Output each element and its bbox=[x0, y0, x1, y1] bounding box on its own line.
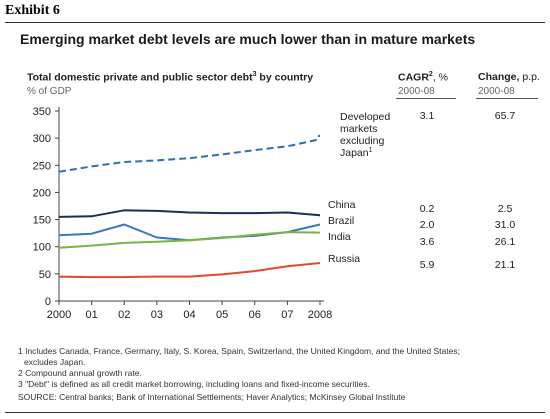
series-label-footnote-mark: 1 bbox=[369, 147, 373, 154]
y-tick-label: 350 bbox=[33, 106, 51, 118]
chart-title-footnote-mark: 3 bbox=[252, 71, 257, 78]
x-tick-label: 05 bbox=[216, 309, 228, 321]
top-rule bbox=[5, 22, 545, 23]
y-tick-label: 300 bbox=[33, 133, 51, 145]
chart-title: Total domestic private and public sector… bbox=[27, 71, 313, 84]
series-label-line: Developed bbox=[340, 111, 390, 123]
source-note: SOURCE: Central banks; Bank of Internati… bbox=[18, 392, 406, 402]
x-tick-label: 2000 bbox=[47, 309, 71, 321]
cagr-value: 0.2 bbox=[420, 203, 435, 215]
x-tick-label: 06 bbox=[249, 309, 261, 321]
cagr-header-rule bbox=[396, 98, 456, 99]
y-tick-label: 250 bbox=[33, 160, 51, 172]
series-label-brazil: Brazil bbox=[328, 215, 354, 227]
y-tick-label: 50 bbox=[39, 269, 51, 281]
footnote-1-cont: excludes Japan. bbox=[24, 357, 86, 367]
series-label-line: Japan1 bbox=[340, 147, 373, 159]
change-column-header: Change, p.p. bbox=[478, 71, 540, 83]
change-value: 2.5 bbox=[498, 203, 513, 215]
change-value: 65.7 bbox=[495, 110, 516, 122]
change-value: 26.1 bbox=[495, 236, 516, 248]
series-label-line: excluding bbox=[340, 135, 385, 147]
series-label-line: markets bbox=[340, 123, 377, 135]
cagr-footnote-mark: 2 bbox=[428, 71, 433, 78]
y-axis-unit: % of GDP bbox=[27, 86, 72, 97]
change-value: 31.0 bbox=[495, 219, 516, 231]
series-line-china bbox=[58, 209, 321, 218]
cagr-unit: , % bbox=[432, 71, 448, 84]
x-tick-label: 02 bbox=[118, 309, 130, 321]
cagr-value: 5.9 bbox=[420, 259, 435, 271]
label-pointer-dot bbox=[317, 134, 321, 138]
cagr-label: CAGR bbox=[398, 71, 429, 84]
y-tick-label: 200 bbox=[33, 187, 51, 199]
cagr-value: 2.0 bbox=[420, 219, 435, 231]
x-tick-label: 01 bbox=[86, 309, 98, 321]
series-line-developed-markets-excluding-japan bbox=[58, 138, 321, 173]
headline: Emerging market debt levels are much low… bbox=[20, 31, 476, 47]
x-tick-label: 03 bbox=[151, 309, 163, 321]
series-line-russia bbox=[58, 262, 321, 279]
y-tick-label: 150 bbox=[33, 215, 51, 227]
chart-title-suffix: by country bbox=[256, 71, 314, 84]
change-unit: p.p. bbox=[519, 71, 540, 83]
footnote-1: 1 Includes Canada, France, Germany, Ital… bbox=[18, 346, 460, 356]
y-tick-label: 100 bbox=[33, 242, 51, 254]
footnotes: 1 Includes Canada, France, Germany, Ital… bbox=[18, 346, 460, 403]
exhibit-label: Exhibit 6 bbox=[5, 3, 60, 18]
series-label-china: China bbox=[328, 199, 356, 211]
series-line-india bbox=[58, 231, 321, 249]
change-label: Change, bbox=[478, 71, 520, 83]
series-label-russia: Russia bbox=[328, 253, 360, 265]
cagr-period: 2000-08 bbox=[398, 86, 435, 97]
series-label-india: India bbox=[328, 231, 351, 243]
cagr-value: 3.6 bbox=[420, 236, 435, 248]
change-period: 2000-08 bbox=[478, 86, 515, 97]
cagr-column-header: CAGR2, % bbox=[398, 71, 448, 84]
chart-title-text: Total domestic private and public sector… bbox=[27, 71, 253, 84]
x-tick-label: 07 bbox=[281, 309, 293, 321]
footnote-3: 3 "Debt" is defined as all credit market… bbox=[18, 379, 370, 389]
footnote-2: 2 Compound annual growth rate. bbox=[18, 368, 142, 378]
change-value: 21.1 bbox=[495, 259, 516, 271]
x-tick-label: 04 bbox=[183, 309, 195, 321]
cagr-value: 3.1 bbox=[420, 110, 435, 122]
change-header-rule bbox=[476, 98, 538, 99]
bottom-rule bbox=[5, 412, 545, 413]
y-tick-label: 0 bbox=[45, 296, 51, 308]
x-tick-label: 2008 bbox=[308, 309, 332, 321]
